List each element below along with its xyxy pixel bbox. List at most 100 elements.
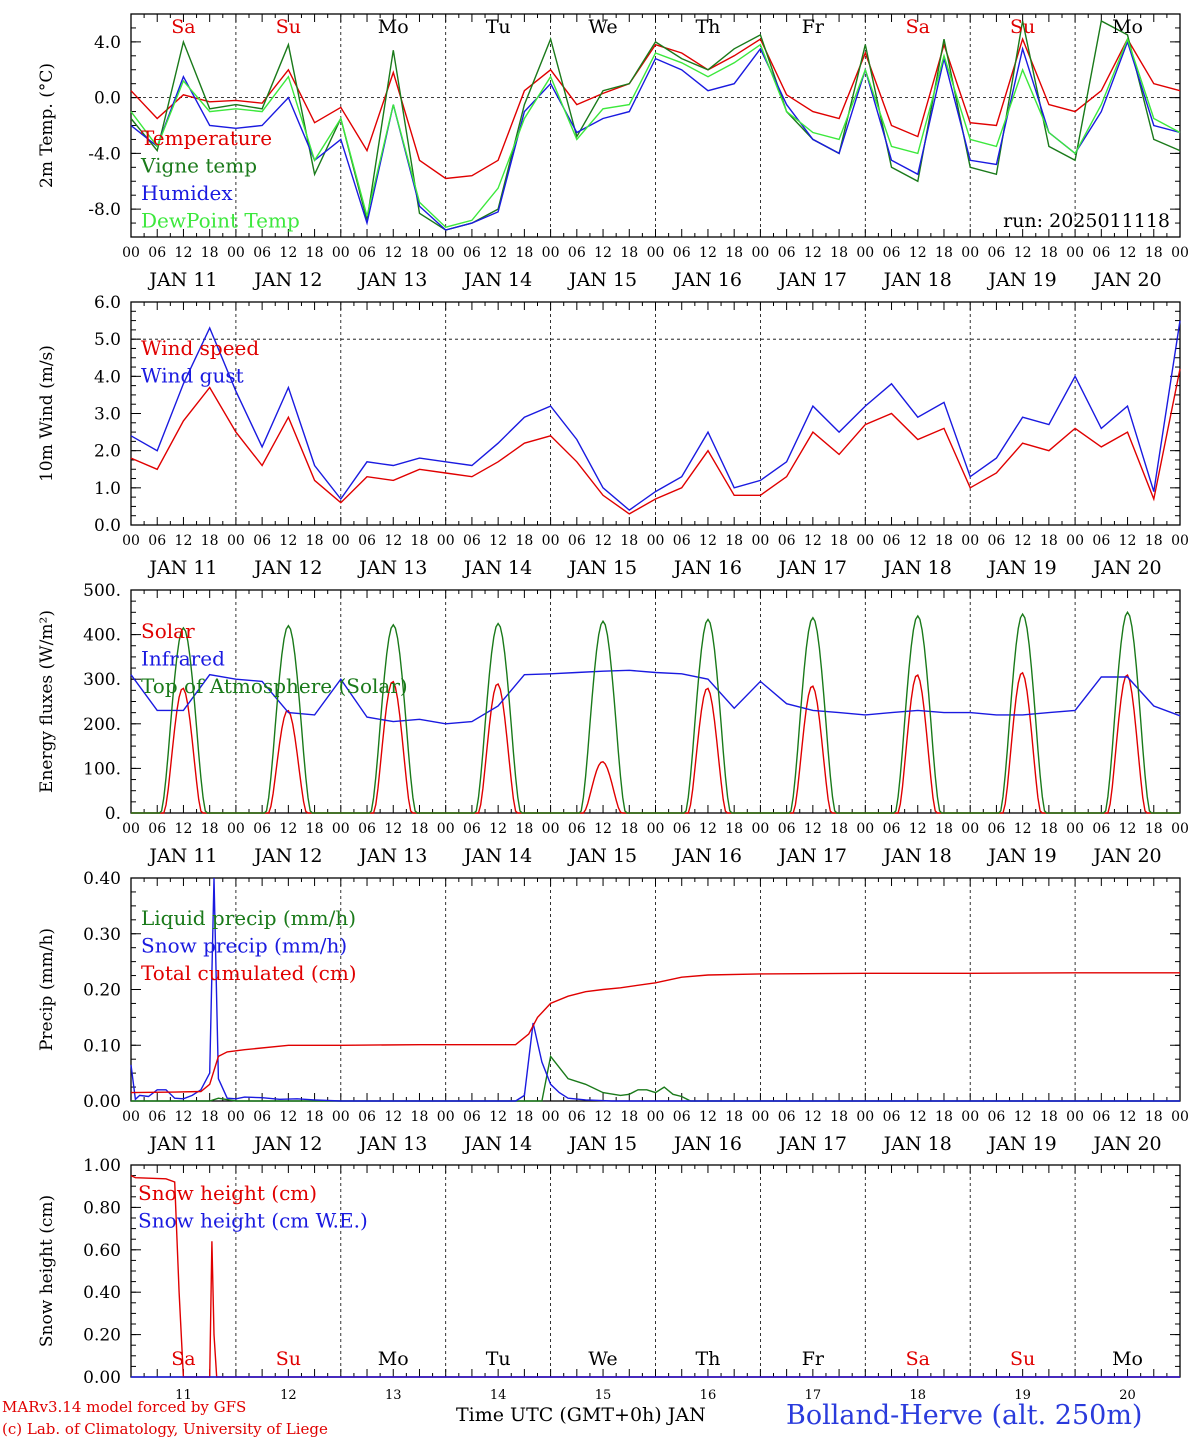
hour-tick-label: 00 bbox=[961, 533, 979, 549]
y-tick-label: -4.0 bbox=[88, 144, 121, 164]
hour-tick-label: 12 bbox=[279, 1109, 297, 1125]
hour-tick-label: 06 bbox=[358, 1109, 376, 1125]
hour-tick-label: 18 bbox=[620, 533, 638, 549]
date-label: JAN 19 bbox=[987, 1133, 1057, 1155]
panel-5: 1.00 0.80 0.60 0.40 0.20 0.00 Snow height (cm)… bbox=[37, 1156, 1181, 1403]
hour-tick-label: 18 bbox=[411, 533, 429, 549]
legend-entry: Humidex bbox=[141, 181, 233, 205]
weekday-label: Mo bbox=[1112, 16, 1143, 38]
hour-tick-label: 12 bbox=[804, 821, 822, 837]
hour-tick-label: 00 bbox=[1171, 1109, 1189, 1125]
hour-tick-label: 06 bbox=[778, 245, 796, 261]
hour-tick-label: 12 bbox=[1119, 1109, 1137, 1125]
series-line-2 bbox=[130, 320, 1181, 511]
hour-tick-label: 18 bbox=[306, 245, 324, 261]
hour-tick-label: 00 bbox=[1066, 821, 1084, 837]
y-tick-label: -8.0 bbox=[88, 200, 121, 220]
day-number-label: 19 bbox=[1014, 1388, 1031, 1403]
hour-tick-label: 12 bbox=[804, 1109, 822, 1125]
hour-tick-label: 18 bbox=[201, 1109, 219, 1125]
hour-tick-label: 18 bbox=[306, 533, 324, 549]
day-number-label: 12 bbox=[280, 1388, 297, 1403]
hour-tick-label: 18 bbox=[306, 1109, 324, 1125]
hour-tick-label: 18 bbox=[620, 821, 638, 837]
panel-2: 6.0 5.0 4.0 3.0 2.0 1.0 0.0 10m Wind (m/s) Wind … bbox=[37, 293, 1189, 579]
weekday-label: Su bbox=[1010, 1348, 1035, 1370]
date-label: JAN 19 bbox=[987, 557, 1057, 579]
y-tick-label: 100. bbox=[83, 759, 121, 779]
hour-tick-label: 12 bbox=[1014, 533, 1032, 549]
legend-entry: Infrared bbox=[141, 647, 225, 671]
model-line: MARv3.14 model forced by GFS bbox=[2, 1398, 247, 1416]
hour-tick-label: 06 bbox=[883, 1109, 901, 1125]
hour-tick-label: 18 bbox=[1145, 821, 1163, 837]
hour-tick-label: 06 bbox=[568, 821, 586, 837]
hour-tick-label: 00 bbox=[961, 1109, 979, 1125]
hour-tick-label: 18 bbox=[830, 533, 848, 549]
hour-tick-label: 06 bbox=[1092, 821, 1110, 837]
hour-tick-label: 12 bbox=[279, 821, 297, 837]
hour-tick-label: 06 bbox=[148, 533, 166, 549]
hour-tick-label: 18 bbox=[1040, 1109, 1058, 1125]
y-tick-label: 1.00 bbox=[83, 1156, 121, 1176]
hour-tick-label: 12 bbox=[175, 245, 193, 261]
legend-entry: Top of Atmosphere (Solar) bbox=[141, 674, 408, 698]
hour-tick-label: 18 bbox=[935, 821, 953, 837]
panel-4: 0.40 0.30 0.20 0.10 0.00 Precip (mm/h) Liquid … bbox=[37, 869, 1189, 1155]
hour-tick-label: 06 bbox=[1092, 245, 1110, 261]
date-label: JAN 11 bbox=[147, 1133, 217, 1155]
hour-tick-label: 18 bbox=[306, 821, 324, 837]
hour-tick-label: 12 bbox=[909, 245, 927, 261]
hour-tick-label: 06 bbox=[883, 245, 901, 261]
hour-tick-label: 00 bbox=[856, 1109, 874, 1125]
hour-tick-label: 00 bbox=[122, 533, 140, 549]
hour-tick-label: 06 bbox=[463, 1109, 481, 1125]
date-label: JAN 16 bbox=[672, 269, 742, 291]
hour-tick-label: 00 bbox=[227, 1109, 245, 1125]
hour-tick-label: 06 bbox=[988, 533, 1006, 549]
run-label: run: 2025011118 bbox=[1003, 210, 1170, 232]
weekday-label: Su bbox=[1010, 16, 1035, 38]
date-label: JAN 17 bbox=[777, 557, 847, 579]
y-tick-label: 3.0 bbox=[94, 405, 121, 425]
day-number-label: 14 bbox=[490, 1388, 507, 1403]
hour-tick-label: 00 bbox=[542, 533, 560, 549]
hour-tick-label: 06 bbox=[568, 533, 586, 549]
hour-tick-label: 18 bbox=[515, 821, 533, 837]
y-tick-label: 0.10 bbox=[83, 1036, 121, 1056]
series-line-1 bbox=[130, 36, 1181, 180]
weekday-label: Th bbox=[695, 1348, 720, 1370]
y-tick-label: 0.20 bbox=[83, 981, 121, 1001]
y-axis-label: Energy fluxes (W/m²) bbox=[37, 610, 57, 793]
y-tick-label: 6.0 bbox=[94, 293, 121, 313]
date-label: JAN 16 bbox=[672, 1133, 742, 1155]
date-label: JAN 12 bbox=[252, 557, 322, 579]
hour-tick-label: 12 bbox=[699, 533, 717, 549]
y-tick-label: 0.0 bbox=[94, 89, 121, 109]
y-tick-label: 0.40 bbox=[83, 869, 121, 889]
legend-entry: Wind speed bbox=[141, 336, 259, 360]
hour-tick-label: 06 bbox=[1092, 1109, 1110, 1125]
hour-tick-label: 12 bbox=[1119, 245, 1137, 261]
hour-tick-label: 18 bbox=[830, 1109, 848, 1125]
hour-tick-label: 12 bbox=[699, 821, 717, 837]
date-label: JAN 11 bbox=[147, 845, 217, 867]
hour-tick-label: 18 bbox=[725, 1109, 743, 1125]
hour-tick-label: 06 bbox=[988, 1109, 1006, 1125]
hour-tick-label: 06 bbox=[673, 533, 691, 549]
date-label: JAN 15 bbox=[567, 1133, 637, 1155]
legend-entry: Wind gust bbox=[141, 364, 244, 388]
date-label: JAN 13 bbox=[357, 845, 427, 867]
legend-entry: Liquid precip (mm/h) bbox=[141, 906, 356, 930]
day-number-label: 17 bbox=[805, 1388, 822, 1403]
hour-tick-label: 18 bbox=[620, 245, 638, 261]
hour-tick-label: 00 bbox=[856, 821, 874, 837]
date-label: JAN 13 bbox=[357, 557, 427, 579]
date-label: JAN 11 bbox=[147, 269, 217, 291]
legend-entry: Total cumulated (cm) bbox=[141, 961, 357, 985]
hour-tick-label: 00 bbox=[647, 245, 665, 261]
y-tick-label: 1.0 bbox=[94, 479, 121, 499]
hour-tick-label: 18 bbox=[830, 245, 848, 261]
y-tick-label: 0.00 bbox=[83, 1092, 121, 1112]
